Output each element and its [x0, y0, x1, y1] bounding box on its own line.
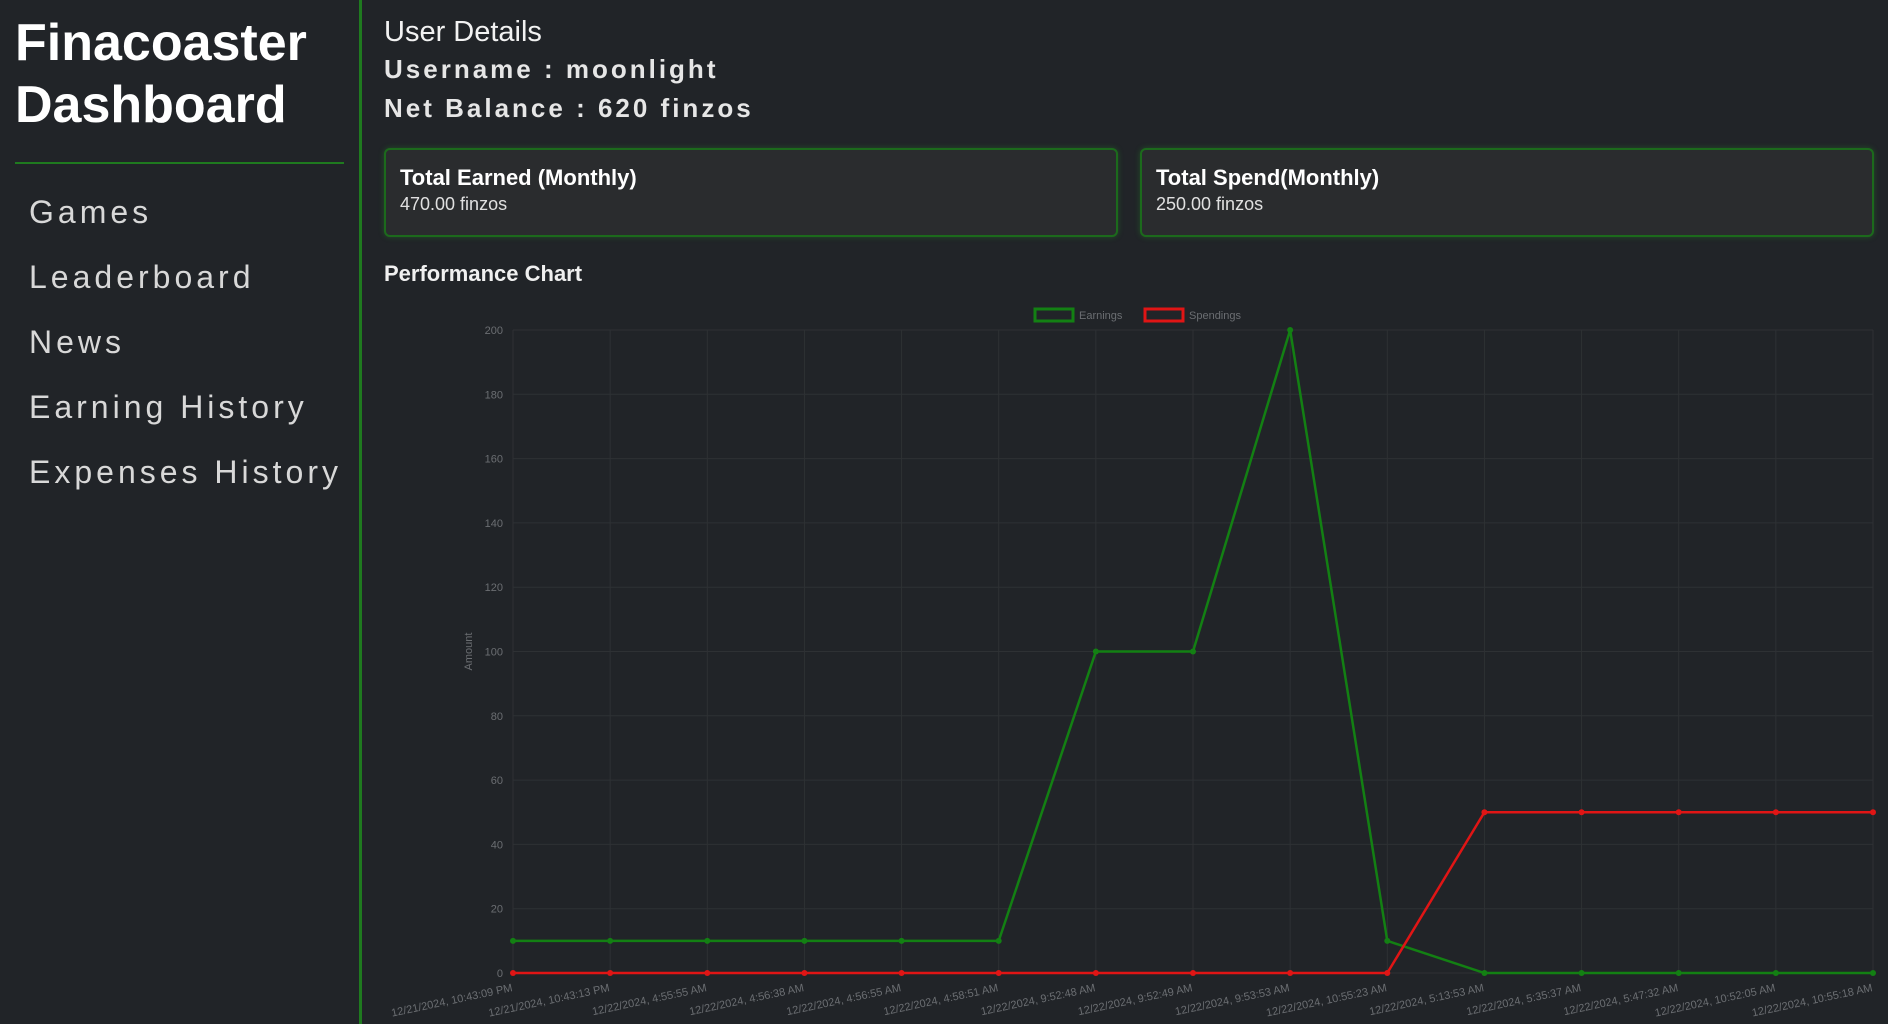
- sidebar-item-news[interactable]: News: [29, 324, 126, 360]
- sidebar-item-games[interactable]: Games: [29, 194, 153, 230]
- total-earned-card: Total Earned (Monthly) 470.00 finzos: [384, 148, 1118, 237]
- total-earned-value: 470.00 finzos: [400, 194, 508, 214]
- brand-line-1: Finacoaster: [15, 14, 307, 72]
- sidebar: Finacoaster Dashboard Games Leaderboard …: [0, 0, 362, 1024]
- brand-line-2: Dashboard: [15, 76, 287, 134]
- total-spend-value: 250.00 finzos: [1156, 194, 1264, 214]
- total-spend-title: Total Spend(Monthly): [1156, 165, 1380, 190]
- total-earned-title: Total Earned (Monthly): [400, 165, 637, 190]
- main-content: User Details Username : moonlight Net Ba…: [362, 0, 1888, 1024]
- sidebar-item-leaderboard[interactable]: Leaderboard: [29, 259, 255, 295]
- net-balance-text: Net Balance : 620 finzos: [384, 93, 754, 123]
- performance-chart-title: Performance Chart: [384, 261, 583, 286]
- sidebar-item-expenses-history[interactable]: Expenses History: [29, 454, 342, 490]
- sidebar-item-earning-history[interactable]: Earning History: [29, 389, 308, 425]
- brand-title: Finacoaster Dashboard: [15, 12, 344, 164]
- username-text: Username : moonlight: [384, 54, 719, 84]
- sidebar-nav: Games Leaderboard News Earning History E…: [15, 192, 344, 517]
- summary-cards: Total Earned (Monthly) 470.00 finzos Tot…: [384, 148, 1878, 237]
- total-spend-card: Total Spend(Monthly) 250.00 finzos: [1140, 148, 1874, 237]
- user-details-heading: User Details: [384, 16, 542, 48]
